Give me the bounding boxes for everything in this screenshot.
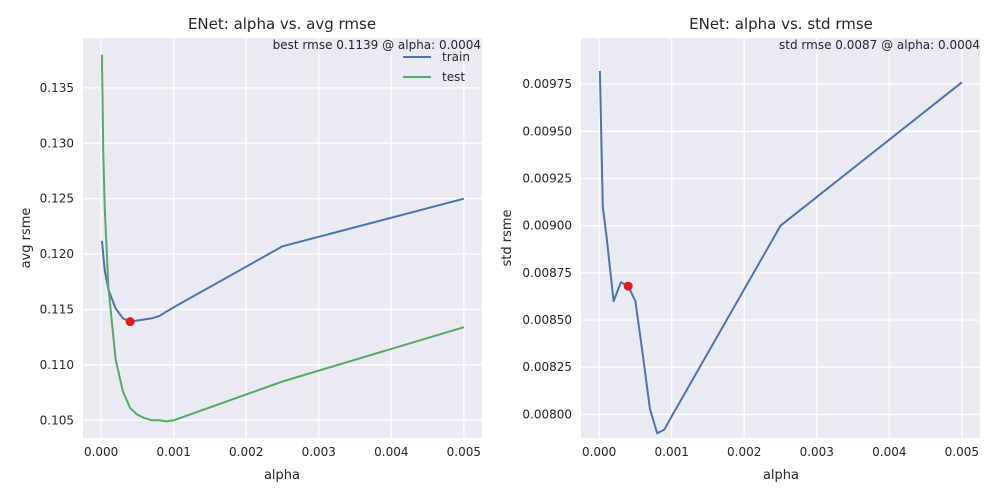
x-axis-label: alpha bbox=[763, 468, 799, 483]
y-tick-label: 0.120 bbox=[40, 247, 74, 261]
y-tick-label: 0.135 bbox=[40, 81, 74, 95]
x-tick-label: 0.004 bbox=[872, 445, 906, 459]
y-tick-label: 0.00875 bbox=[522, 266, 572, 280]
x-tick-label: 0.002 bbox=[727, 445, 761, 459]
y-tick-label: 0.105 bbox=[40, 413, 74, 427]
legend: train test bbox=[403, 50, 470, 84]
x-tick-label: 0.000 bbox=[84, 445, 118, 459]
x-tick-label: 0.002 bbox=[229, 445, 263, 459]
legend-label-test: test bbox=[442, 70, 465, 84]
y-tick-label: 0.00900 bbox=[522, 219, 572, 233]
x-tick-label: 0.003 bbox=[302, 445, 336, 459]
std-rmse-chart: ENet: alpha vs. std rmse 0.000 0.001 0.002… bbox=[500, 15, 980, 483]
plot-area bbox=[581, 38, 980, 438]
y-tick-label: 0.00975 bbox=[522, 77, 572, 91]
y-tick-label: 0.125 bbox=[40, 192, 74, 206]
x-tick-label: 0.001 bbox=[655, 445, 689, 459]
legend-label-train: train bbox=[442, 50, 470, 64]
y-tick-label: 0.115 bbox=[40, 302, 74, 316]
series-line-test bbox=[100, 54, 465, 423]
x-tick-label: 0.005 bbox=[945, 445, 979, 459]
y-tick-label: 0.00850 bbox=[522, 313, 572, 327]
best-alpha-marker bbox=[623, 281, 633, 291]
x-tick-label: 0.000 bbox=[582, 445, 616, 459]
x-tick-label: 0.005 bbox=[447, 445, 481, 459]
plot-area bbox=[83, 38, 482, 438]
avg-rmse-chart: ENet: alpha vs. avg rmse 0.000 0.001 0.002… bbox=[19, 15, 482, 483]
y-tick-label: 0.00800 bbox=[522, 407, 572, 421]
chart-title: ENet: alpha vs. std rmse bbox=[689, 15, 873, 33]
y-axis-label: std rsme bbox=[500, 209, 515, 266]
series-line-series-0 bbox=[598, 70, 963, 435]
x-tick-label: 0.003 bbox=[800, 445, 834, 459]
y-tick-label: 0.110 bbox=[40, 358, 74, 372]
y-axis-label: avg rsme bbox=[19, 208, 34, 269]
x-tick-label: 0.001 bbox=[157, 445, 191, 459]
x-axis-label: alpha bbox=[264, 468, 300, 483]
y-tick-label: 0.130 bbox=[40, 136, 74, 150]
chart-title: ENet: alpha vs. avg rmse bbox=[188, 15, 376, 33]
best-alpha-marker bbox=[125, 317, 135, 327]
std-rmse-annotation: std rmse 0.0087 @ alpha: 0.0004 bbox=[779, 38, 980, 52]
y-tick-label: 0.00825 bbox=[522, 360, 572, 374]
y-tick-label: 0.00950 bbox=[522, 124, 572, 138]
best-rmse-annotation: best rmse 0.1139 @ alpha: 0.0004 bbox=[273, 38, 481, 52]
x-tick-label: 0.004 bbox=[374, 445, 408, 459]
y-tick-label: 0.00925 bbox=[522, 172, 572, 186]
